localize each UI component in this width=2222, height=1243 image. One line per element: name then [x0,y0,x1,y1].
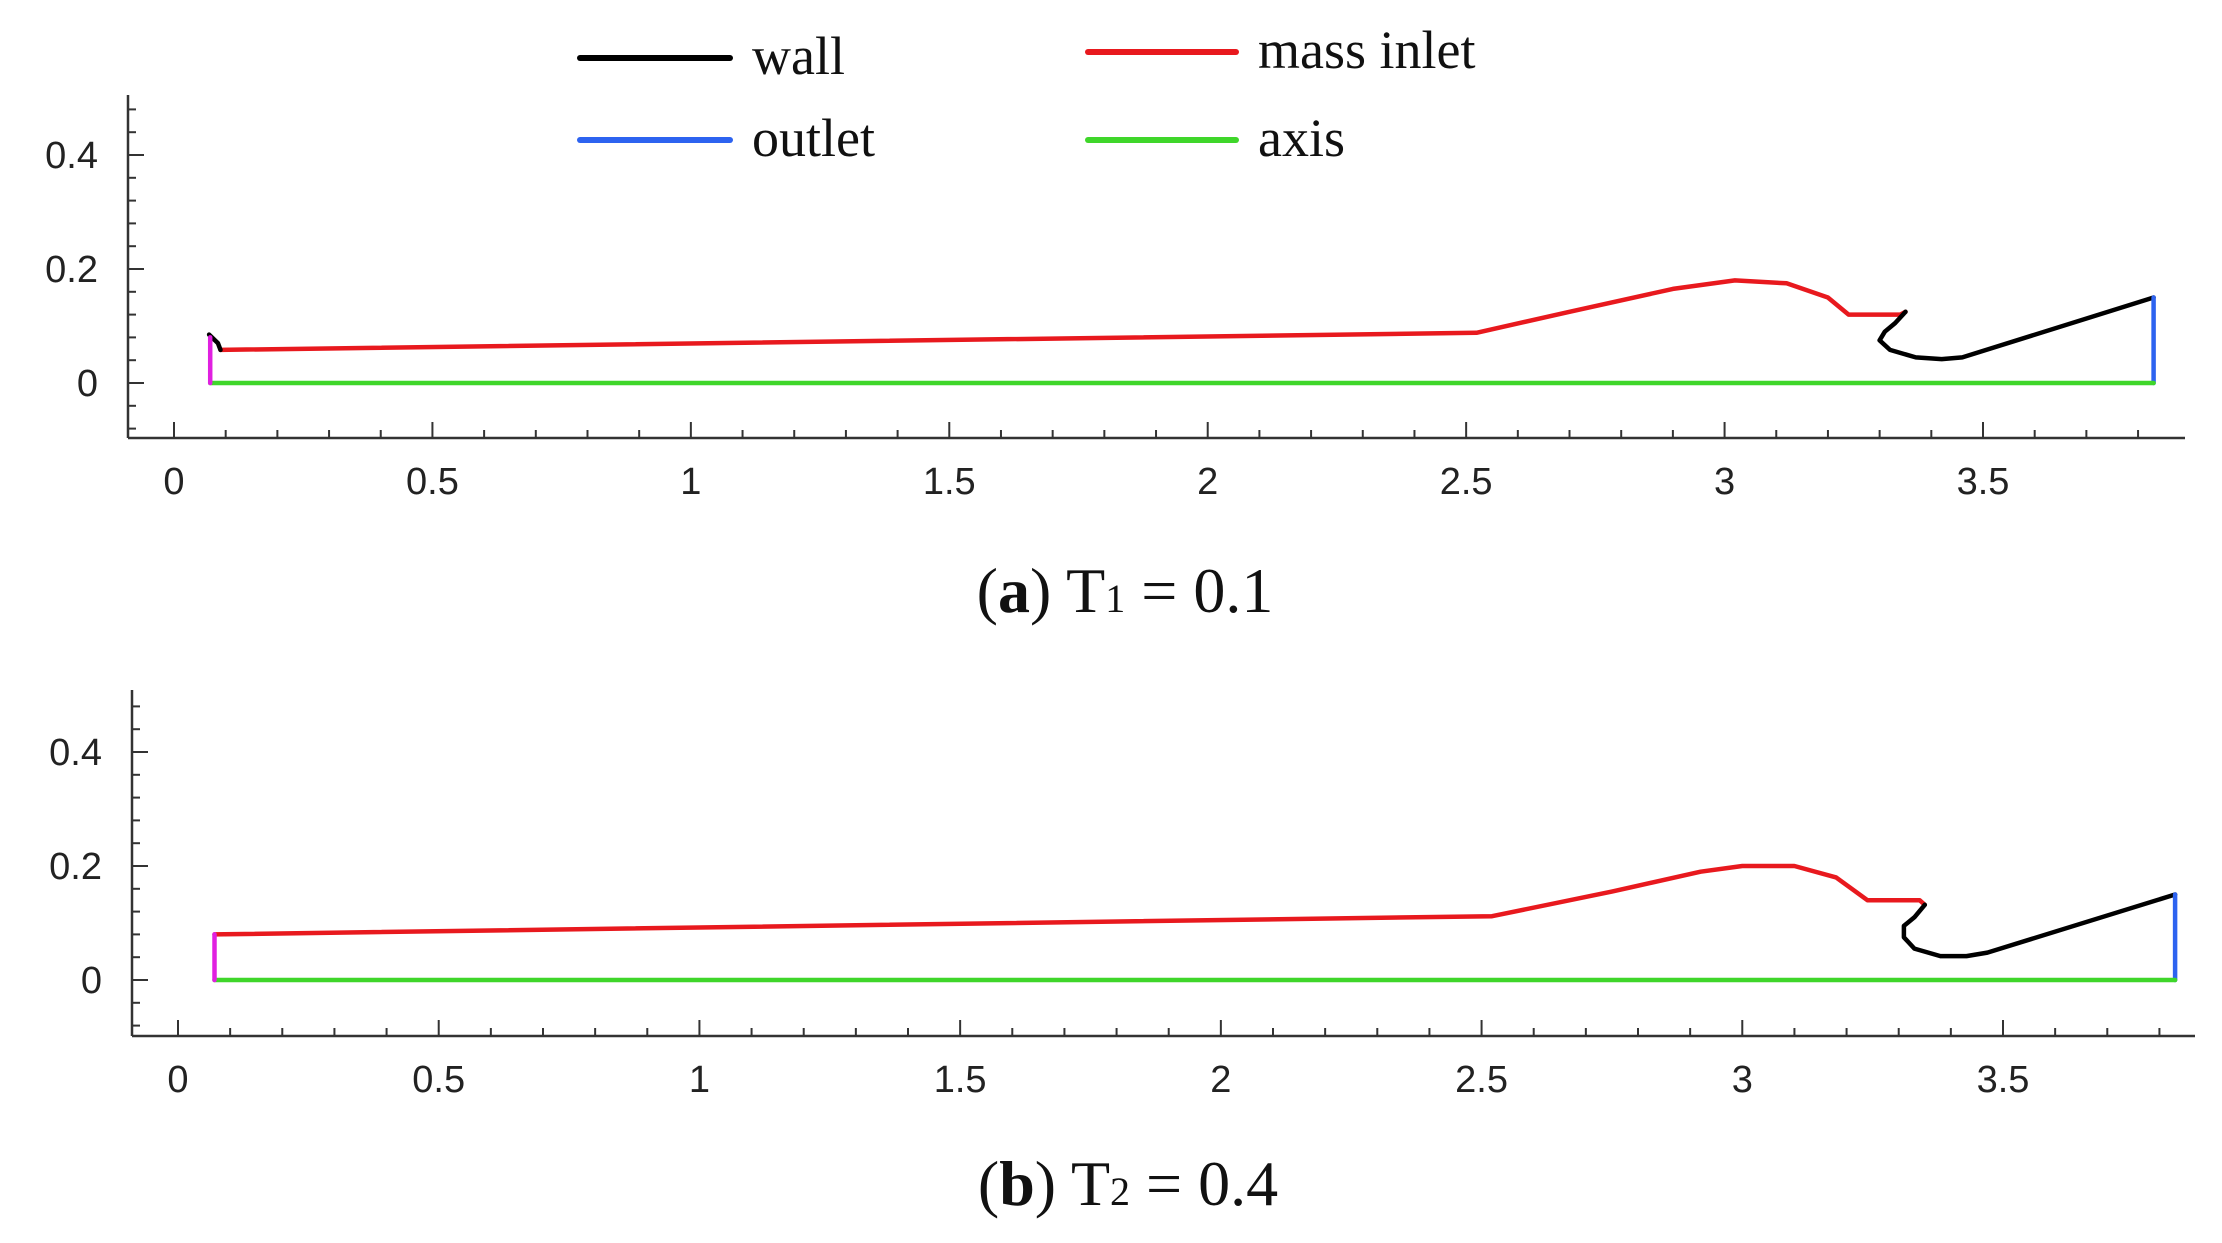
y-tick-label: 0 [81,960,102,1002]
legend-item-wall: wall [577,26,845,86]
series-wall [1901,892,2178,959]
caption-punct: ) [1035,1148,1071,1219]
caption-rest: = 0.4 [1130,1148,1278,1219]
caption-punct: ( [977,555,998,626]
legend-label-outlet: outlet [752,108,875,168]
caption-subscript: 1 [1105,576,1125,621]
x-tick-label: 1.5 [934,1059,987,1101]
caption-letter: a [998,555,1030,626]
panel-a: 0 0.5 1 1.5 2 2.5 3 3.500.20.4(a) T1 = 0.1 [45,95,2185,626]
x-tick-label: 0.5 [412,1059,465,1101]
legend: wall mass inlet outlet axis [577,20,1475,168]
caption-symbol: T [1066,555,1105,626]
x-tick-label: 3.5 [1957,461,2010,503]
y-tick-label: 0 [77,363,98,405]
series-wall [1877,295,2156,362]
x-tick-label: 1 [680,461,701,503]
caption-symbol: T [1071,1148,1110,1219]
x-tick-label: 3.5 [1977,1059,2030,1101]
caption-letter: b [999,1148,1035,1219]
x-tick-label: 1 [689,1059,710,1101]
y-tick-label: 0.4 [49,732,102,774]
x-tick-label: 1.5 [923,461,976,503]
panel-caption: (b) T2 = 0.4 [978,1148,1278,1219]
caption-rest: = 0.1 [1125,555,1273,626]
x-tick-label: 2.5 [1455,1059,1508,1101]
y-tick-label: 0.2 [49,846,102,888]
legend-item-axis: axis [1085,108,1345,168]
caption-punct: ) [1030,555,1066,626]
x-tick-label: 2 [1197,461,1218,503]
caption-punct: ( [978,1148,999,1219]
x-tick-label: 3 [1732,1059,1753,1101]
legend-label-axis: axis [1258,108,1345,168]
x-tick-label: 0 [167,1059,188,1101]
legend-label-wall: wall [752,26,845,86]
caption-subscript: 2 [1110,1169,1130,1214]
y-tick-label: 0.4 [45,135,98,177]
legend-item-mass-inlet: mass inlet [1085,20,1475,80]
x-tick-label: 3 [1714,461,1735,503]
x-tick-label: 0.5 [406,461,459,503]
x-tick-label: 0 [163,461,184,503]
series-mass-inlet [212,863,1928,937]
series-mass-inlet [218,278,1908,353]
panel-caption: (a) T1 = 0.1 [977,555,1274,626]
x-tick-label: 2 [1210,1059,1231,1101]
legend-item-outlet: outlet [577,108,875,168]
y-tick-label: 0.2 [45,249,98,291]
x-tick-label: 2.5 [1440,461,1493,503]
legend-label-mass-inlet: mass inlet [1258,20,1475,80]
panel-b: 0 0.5 1 1.5 2 2.5 3 3.500.20.4(b) T2 = 0.4 [49,690,2195,1219]
